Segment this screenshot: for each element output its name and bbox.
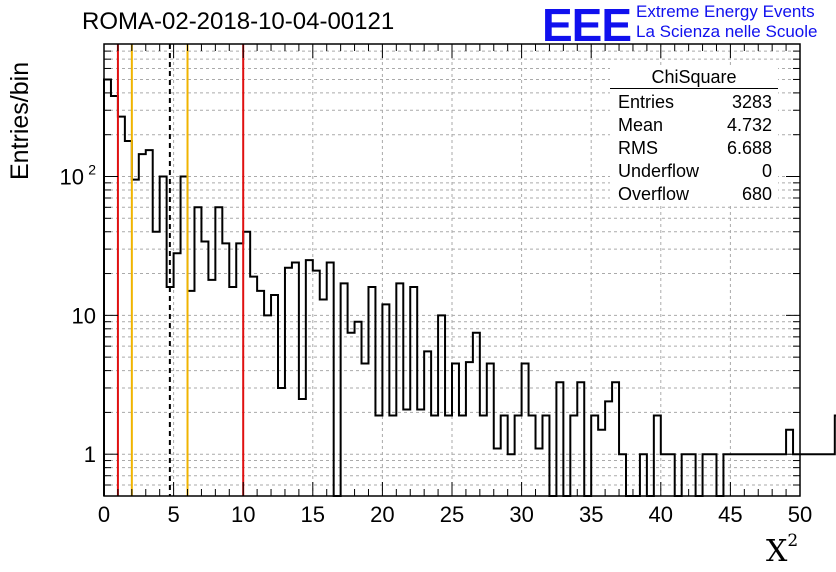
histogram [103, 78, 836, 497]
y-tick-label: 10 [72, 303, 96, 328]
x-tick-label: 10 [231, 502, 255, 527]
x-tick-label: 30 [509, 502, 533, 527]
stats-row-entries: Entries 3283 [610, 91, 778, 114]
logo-caption: Extreme Energy Events La Scienza nelle S… [636, 2, 817, 42]
histogram-outline [103, 78, 836, 497]
y-tick-label: 10 [60, 164, 84, 189]
x-tick-label: 25 [440, 502, 464, 527]
x-tick-label: 15 [301, 502, 325, 527]
stats-row-rms: RMS 6.688 [610, 137, 778, 160]
stats-title: ChiSquare [610, 66, 778, 89]
stats-value: 4.732 [726, 115, 772, 135]
x-axis-label-text: Χ [766, 534, 788, 569]
x-tick-label: 0 [98, 502, 110, 527]
x-axis-label-sup: 2 [787, 531, 799, 551]
stats-label: Underflow [618, 161, 700, 181]
x-tick-label: 20 [370, 502, 394, 527]
stats-row-overflow: Overflow 680 [610, 183, 778, 206]
stats-box: ChiSquare Entries 3283 Mean 4.732 RMS 6.688… [610, 66, 778, 206]
stats-value: 0 [761, 161, 772, 181]
x-tick-label: 40 [649, 502, 673, 527]
y-tick-label-sup: 2 [88, 161, 96, 177]
stats-label: Overflow [618, 184, 690, 204]
x-tick-label: 45 [718, 502, 742, 527]
x-tick-label: 35 [579, 502, 603, 527]
y-tick-label: 1 [84, 442, 96, 467]
logo-line-1: Extreme Energy Events [636, 2, 815, 21]
stats-label: Mean [618, 115, 664, 135]
run-title: ROMA-02-2018-10-04-00121 [82, 8, 395, 35]
x-ticks: 0 5 10 15 20 25 30 35 40 45 50 [98, 44, 812, 527]
x-tick-label: 5 [167, 502, 179, 527]
reference-lines [116, 44, 245, 496]
x-tick-label: 50 [788, 502, 812, 527]
logo-line-2: La Scienza nelle Scuole [636, 22, 818, 41]
stats-row-mean: Mean 4.732 [610, 114, 778, 137]
stats-value: 6.688 [726, 138, 772, 158]
y-axis-label-text: Entries/bin [6, 61, 34, 180]
stats-value: 680 [741, 184, 772, 204]
x-axis-label: Χ2 [766, 531, 799, 569]
stats-value: 3283 [731, 92, 772, 112]
stats-label: Entries [618, 92, 675, 112]
stats-label: RMS [618, 138, 658, 158]
eee-logo: EEE [542, 0, 632, 51]
stats-row-underflow: Underflow 0 [610, 160, 778, 183]
